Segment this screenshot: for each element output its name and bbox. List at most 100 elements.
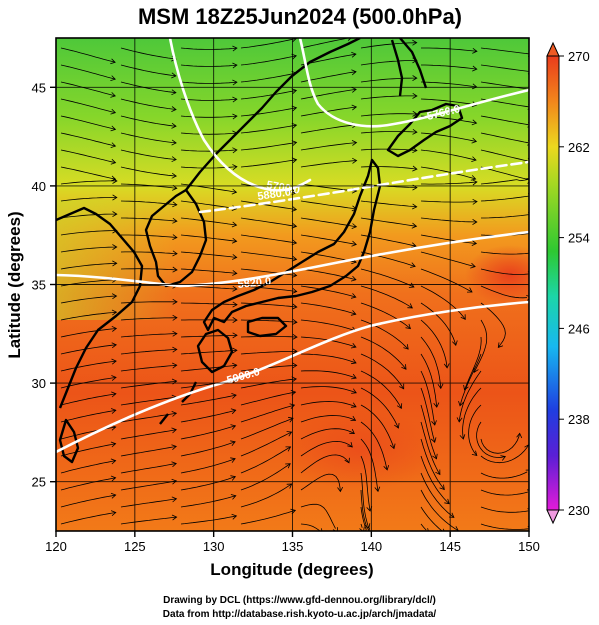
streamline <box>480 166 528 180</box>
streamline <box>360 455 371 512</box>
y-axis-ticks: 25 30 35 40 45 <box>32 80 56 490</box>
streamline-arrow <box>473 367 479 373</box>
streamline-arrow <box>292 318 298 325</box>
streamline <box>459 353 482 406</box>
streamline <box>240 302 297 308</box>
colorbar-tick-label: 270 <box>568 49 590 64</box>
streamline <box>120 268 178 271</box>
streamline-arrow <box>171 478 178 485</box>
streamline-arrow <box>232 79 238 86</box>
streamline <box>120 446 177 457</box>
streamline-arrow <box>232 62 238 69</box>
streamline <box>240 351 297 355</box>
x-tick-label: 125 <box>124 539 146 554</box>
streamline-arrow <box>232 254 238 260</box>
streamline-arrow <box>232 96 238 103</box>
streamline <box>180 98 237 101</box>
streamline <box>60 360 117 372</box>
streamline <box>360 336 407 370</box>
streamline <box>360 234 416 247</box>
x-axis-label: Longitude (degrees) <box>210 560 373 579</box>
streamline-arrow <box>471 101 478 108</box>
streamline <box>60 494 116 508</box>
streamline-arrow <box>291 189 298 196</box>
streamline-arrow <box>172 234 178 241</box>
streamline-arrow <box>110 510 117 517</box>
streamline <box>240 463 291 491</box>
streamline <box>60 132 116 147</box>
streamline <box>300 503 336 529</box>
streamline <box>300 428 355 440</box>
streamline <box>60 81 116 97</box>
streamline-arrow <box>458 400 464 407</box>
streamline-arrow <box>396 403 403 409</box>
streamline <box>476 421 506 458</box>
contour-label: 5880.0 <box>257 186 292 203</box>
streamline-arrow <box>364 528 370 531</box>
streamline-arrow <box>110 175 117 182</box>
streamline-arrow <box>171 139 177 146</box>
streamline-arrow <box>525 469 529 475</box>
streamline-arrow <box>291 122 298 129</box>
streamline <box>240 446 291 474</box>
streamline-arrow <box>430 437 437 443</box>
streamline <box>420 319 448 368</box>
streamline-arrow <box>172 201 178 208</box>
streamline-arrow <box>291 255 298 262</box>
streamline-arrow <box>110 458 117 465</box>
streamline <box>420 234 477 244</box>
streamline <box>421 64 477 70</box>
streamline <box>180 47 237 50</box>
streamline-arrow <box>110 492 117 499</box>
streamline-arrow <box>171 444 177 451</box>
streamline <box>180 515 237 525</box>
streamline-arrow <box>112 177 118 184</box>
streamline-arrow <box>344 457 350 464</box>
streamline-arrow <box>448 512 455 518</box>
streamline <box>240 217 297 227</box>
streamline <box>481 214 529 219</box>
streamline-arrow <box>172 314 178 321</box>
streamline-arrow <box>172 217 178 224</box>
streamline <box>240 234 297 244</box>
streamline <box>420 217 477 223</box>
streamline <box>60 230 117 236</box>
streamline <box>60 295 117 304</box>
streamline <box>360 523 363 528</box>
streamline-arrow <box>230 475 237 481</box>
streamline-arrow <box>412 203 418 210</box>
streamline <box>300 234 357 245</box>
credit-drawing: Drawing by DCL (https://www.gfd-dennou.o… <box>163 595 436 606</box>
streamline <box>240 251 297 260</box>
streamline-arrow <box>110 142 117 148</box>
streamline <box>300 473 341 492</box>
geopotential-contours <box>56 38 529 454</box>
streamline <box>360 42 417 49</box>
streamline-arrow <box>111 342 117 349</box>
streamline <box>420 302 457 346</box>
streamline <box>120 364 177 372</box>
streamline-arrow <box>350 415 357 421</box>
streamline-arrow <box>110 158 117 165</box>
streamline-arrow <box>516 432 523 439</box>
streamline <box>180 394 237 406</box>
streamline-arrow <box>407 303 413 309</box>
streamline <box>360 370 402 409</box>
streamline <box>120 516 177 525</box>
streamline <box>120 132 177 144</box>
contour-line <box>298 38 529 128</box>
contour-line <box>198 160 529 214</box>
streamline-arrow <box>412 92 418 99</box>
streamline <box>480 179 529 185</box>
streamline-arrow <box>231 188 238 195</box>
streamline-arrow <box>412 147 418 154</box>
streamline <box>480 444 529 464</box>
streamline-arrow <box>111 375 117 381</box>
streamline <box>120 115 177 127</box>
streamline <box>180 425 236 440</box>
streamline-arrow <box>292 348 298 355</box>
streamline <box>180 217 237 226</box>
streamline-arrow <box>231 237 238 244</box>
streamline <box>300 319 356 332</box>
streamline <box>360 404 395 449</box>
